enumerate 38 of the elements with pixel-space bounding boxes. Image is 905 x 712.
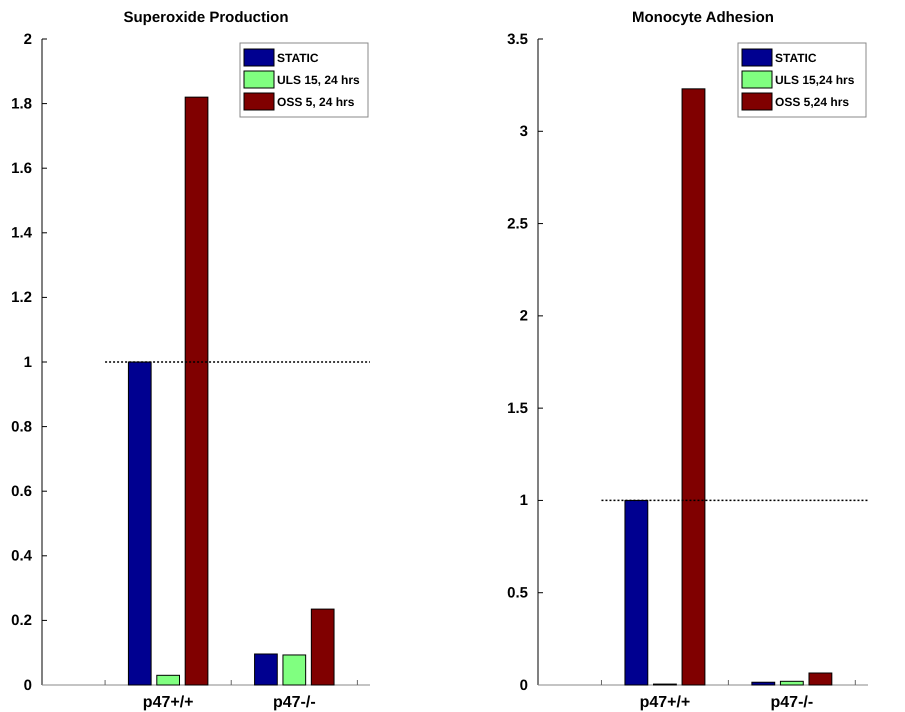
y-tick-label: 1 — [520, 492, 528, 510]
y-tick-label: 0.8 — [11, 418, 32, 436]
y-tick-label: 1 — [24, 354, 32, 371]
y-tick-label: 0.6 — [11, 483, 32, 500]
y-tick-label: 2 — [520, 308, 528, 325]
y-tick-label: 0.5 — [507, 584, 528, 602]
bar — [808, 672, 832, 686]
y-tick-label: 0.2 — [11, 612, 32, 630]
bar — [156, 674, 180, 686]
y-tick-label: 0 — [24, 676, 32, 694]
chart-title: Superoxide Production — [123, 9, 289, 26]
bar — [254, 653, 278, 686]
y-tick-label: 2.5 — [507, 215, 528, 232]
y-tick-label: 2 — [24, 30, 32, 48]
bar — [780, 680, 804, 686]
y-tick-label: 0 — [520, 676, 528, 694]
legend-label: ULS 15,24 hrs — [775, 73, 855, 87]
y-tick-label: 0.4 — [11, 548, 33, 565]
chart-title: Monocyte Adhesion — [632, 9, 774, 26]
y-tick-label: 3.5 — [507, 30, 528, 48]
x-tick-label: p47-/- — [272, 694, 316, 711]
legend-label: STATIC — [775, 51, 817, 65]
y-tick-label: 3 — [520, 123, 528, 140]
y-tick-label: 1.6 — [11, 160, 32, 177]
y-tick-label: 1.5 — [507, 400, 528, 417]
x-tick-label: p47+/+ — [142, 694, 194, 711]
bar — [282, 654, 306, 686]
bar — [310, 608, 335, 686]
y-tick-label: 1.8 — [11, 95, 32, 112]
x-tick-label: p47+/+ — [640, 694, 690, 711]
legend-label: ULS 15, 24 hrs — [277, 73, 360, 87]
x-tick-label: p47-/- — [770, 694, 814, 711]
y-tick-label: 1.2 — [11, 289, 32, 306]
bar — [751, 682, 776, 686]
legend-label: STATIC — [277, 51, 319, 65]
legend-label: OSS 5, 24 hrs — [277, 95, 355, 109]
legend-label: OSS 5,24 hrs — [775, 95, 850, 109]
y-tick-label: 1.4 — [11, 224, 33, 242]
